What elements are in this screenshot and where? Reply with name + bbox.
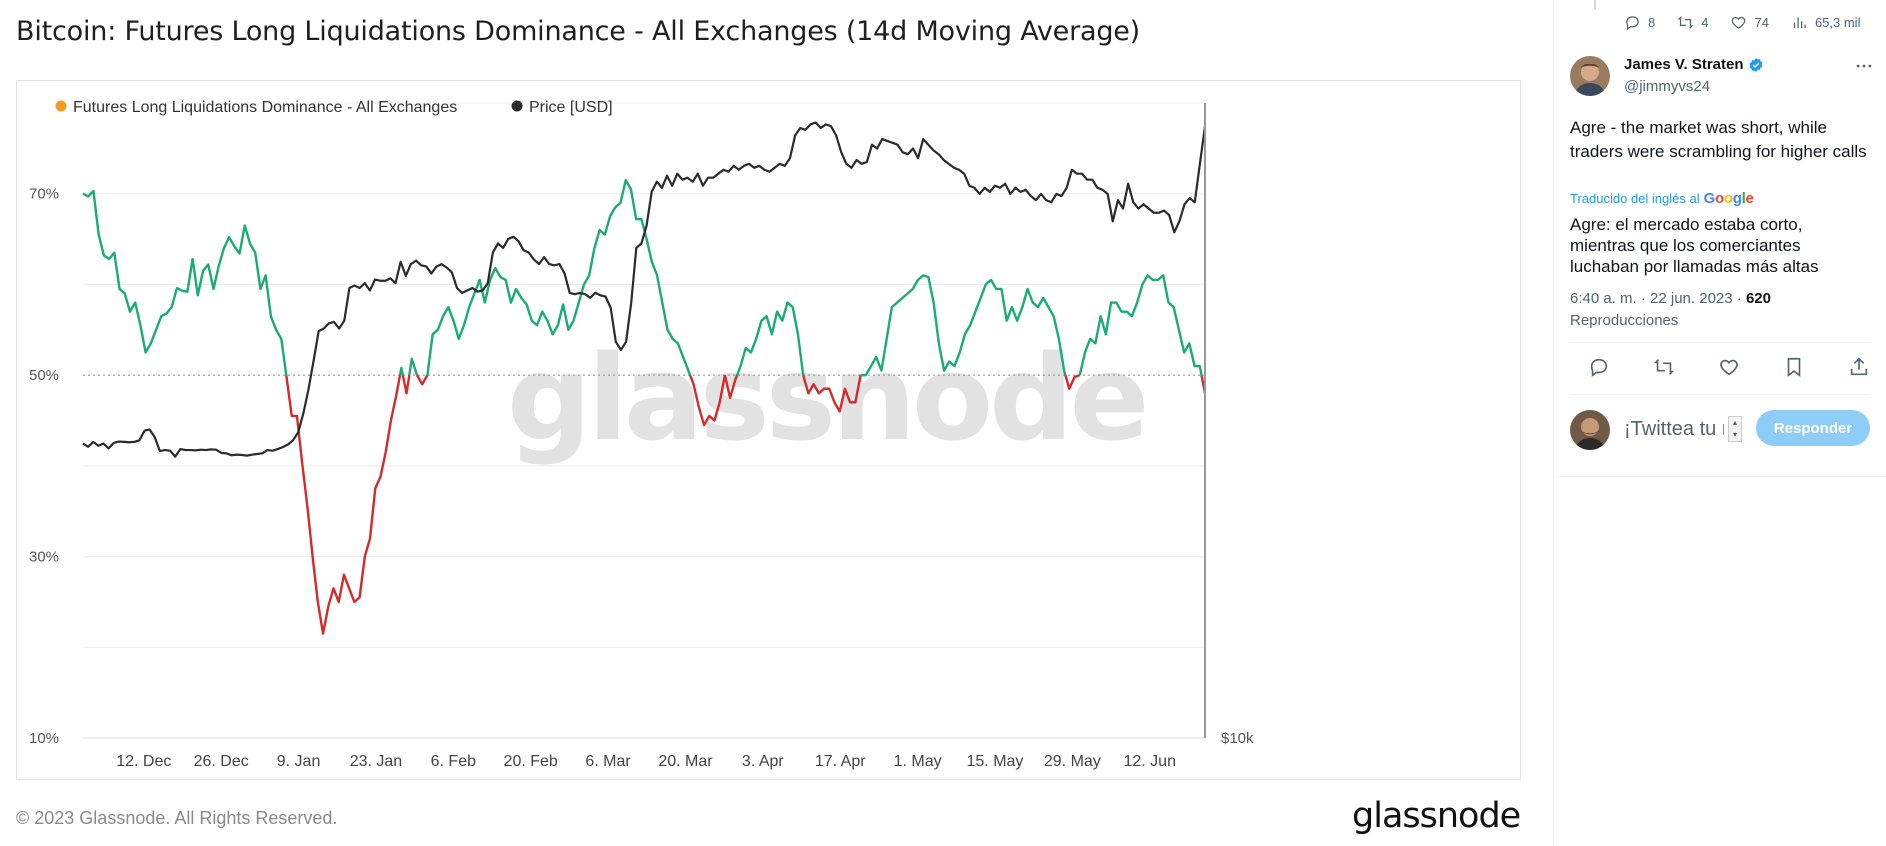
x-tick-label: 3. Apr — [742, 753, 784, 770]
dominance-segment-below-50 — [415, 374, 429, 386]
translation-prefix: Traducido del inglés al — [1570, 191, 1700, 206]
series-price — [82, 121, 1207, 458]
google-letter: G — [1703, 190, 1716, 207]
reply-input[interactable] — [1624, 412, 1724, 446]
views-icon — [1793, 17, 1806, 29]
parent-tweet-stats: 8 4 74 65,3 mil — [1624, 14, 1860, 31]
author-handle[interactable]: @jimmyvs24 — [1624, 78, 1711, 95]
x-tick-label: 6. Mar — [585, 753, 631, 770]
like-icon — [1732, 16, 1746, 29]
dominance-segment-below-50 — [285, 374, 402, 635]
translation-note[interactable]: Traducido del inglés al Google — [1570, 190, 1754, 207]
y-tick-label: 30% — [29, 549, 59, 566]
y-tick-label: 10% — [29, 730, 59, 747]
dominance-segment-below-50 — [688, 374, 727, 427]
google-letter: g — [1732, 190, 1742, 207]
grid-lines — [83, 102, 1206, 739]
chart-legend[interactable]: Futures Long Liquidations Dominance - Al… — [55, 99, 613, 116]
bookmark-icon[interactable] — [1783, 356, 1805, 378]
x-tick-label: 23. Jan — [350, 753, 402, 770]
x-tick-label: 12. Jun — [1123, 753, 1175, 770]
divider — [1570, 342, 1870, 343]
google-letter: o — [1714, 190, 1724, 207]
dominance-segment-below-50 — [802, 374, 862, 413]
x-tick-label: 29. May — [1044, 753, 1101, 770]
divider — [1570, 394, 1870, 395]
google-letter: o — [1723, 190, 1733, 207]
x-tick-label: 9. Jan — [277, 753, 321, 770]
tweet-meta: 6:40 a. m. · 22 jun. 2023 · 620 — [1570, 290, 1771, 307]
dominance-segment-above-50 — [398, 366, 405, 376]
translated-text: Agre: el mercado estaba corto, mientras … — [1570, 215, 1819, 276]
verified-icon — [1749, 57, 1762, 72]
x-tick-label: 20. Mar — [658, 753, 713, 770]
x-tick-label: 20. Feb — [504, 753, 558, 770]
x-tick-label: 15. May — [967, 753, 1024, 770]
y-axis-ticks: 70% 50% 30% 10% $10k — [29, 186, 1254, 747]
x-tick-label: 6. Feb — [431, 753, 476, 770]
reply-icon[interactable] — [1588, 356, 1610, 378]
google-logo: Google — [1704, 190, 1754, 207]
dominance-segment-below-50 — [1064, 374, 1081, 390]
tweet-pane: 8 4 74 65,3 mil James V. Straten @jimmyv… — [1553, 0, 1886, 846]
like-count: 74 — [1754, 15, 1769, 30]
chart-panel: Bitcoin: Futures Long Liquidations Domin… — [16, 16, 1522, 836]
reply-stat[interactable]: 8 — [1624, 14, 1655, 31]
glassnode-logo[interactable]: glassnode — [1352, 796, 1521, 836]
views-number: 620 — [1745, 290, 1771, 307]
x-tick-label: 12. Dec — [116, 753, 171, 770]
line-chart[interactable]: glassnode Futures Long Liquidations Domi… — [17, 81, 1522, 781]
legend-dot-price — [511, 100, 523, 112]
share-icon[interactable] — [1848, 356, 1870, 378]
chart-title: Bitcoin: Futures Long Liquidations Domin… — [16, 16, 1140, 47]
y-right-tick-label: $10k — [1221, 730, 1254, 747]
author-name[interactable]: James V. Straten — [1624, 56, 1764, 73]
chart-frame: glassnode Futures Long Liquidations Domi… — [16, 80, 1521, 780]
glassnode-watermark: glassnode — [507, 329, 1146, 467]
like-icon[interactable] — [1718, 356, 1740, 378]
tweet-actions — [1588, 356, 1870, 378]
retweet-stat[interactable]: 4 — [1677, 14, 1708, 31]
retweet-count: 4 — [1701, 15, 1709, 30]
views-label: Reproducciones — [1570, 312, 1679, 329]
series-dominance — [82, 178, 1207, 635]
dominance-segment-above-50 — [426, 178, 692, 376]
google-letter: l — [1741, 190, 1746, 207]
legend-dot-dominance — [55, 100, 67, 112]
x-tick-label: 1. May — [894, 753, 942, 770]
scroll-stepper[interactable]: ▴ ▾ — [1728, 416, 1742, 442]
y-tick-label: 70% — [29, 186, 59, 203]
copyright-text: © 2023 Glassnode. All Rights Reserved. — [16, 808, 338, 828]
y-tick-label: 50% — [29, 367, 59, 384]
retweet-icon[interactable] — [1653, 356, 1675, 378]
divider — [1554, 476, 1886, 477]
x-tick-label: 26. Dec — [194, 753, 249, 770]
dominance-segment-above-50 — [1078, 274, 1203, 376]
reply-count: 8 — [1648, 15, 1656, 30]
reply-icon — [1626, 16, 1639, 31]
x-axis-ticks: 12. Dec 26. Dec 9. Jan 23. Jan 6. Feb 20. Feb… — [116, 753, 1176, 770]
retweet-icon — [1677, 16, 1694, 29]
tweet-text: Agre - the market was short, while trade… — [1570, 118, 1867, 161]
dominance-segment-above-50 — [735, 301, 805, 376]
views-stat[interactable]: 65,3 mil — [1791, 14, 1861, 31]
more-icon[interactable] — [1854, 56, 1874, 76]
legend-label-price[interactable]: Price [USD] — [529, 99, 613, 116]
reply-button[interactable]: Responder — [1756, 410, 1870, 446]
author-avatar[interactable] — [1570, 56, 1610, 96]
author-name-text[interactable]: James V. Straten — [1624, 56, 1744, 73]
current-user-avatar[interactable] — [1570, 410, 1610, 450]
legend-label-dominance[interactable]: Futures Long Liquidations Dominance - Al… — [73, 99, 457, 116]
x-tick-label: 17. Apr — [815, 753, 866, 770]
tweet-timestamp[interactable]: 6:40 a. m. · 22 jun. 2023 · — [1570, 290, 1742, 307]
dominance-segment-above-50 — [82, 189, 288, 376]
dominance-segment-above-50 — [408, 357, 419, 376]
thread-connector — [1594, 0, 1596, 10]
dominance-segment-below-50 — [401, 374, 411, 395]
dominance-segment-below-50 — [723, 374, 739, 400]
dominance-segment-above-50 — [860, 274, 1067, 377]
like-stat[interactable]: 74 — [1730, 14, 1769, 31]
views-count: 65,3 mil — [1814, 15, 1861, 30]
google-letter: e — [1745, 190, 1754, 207]
